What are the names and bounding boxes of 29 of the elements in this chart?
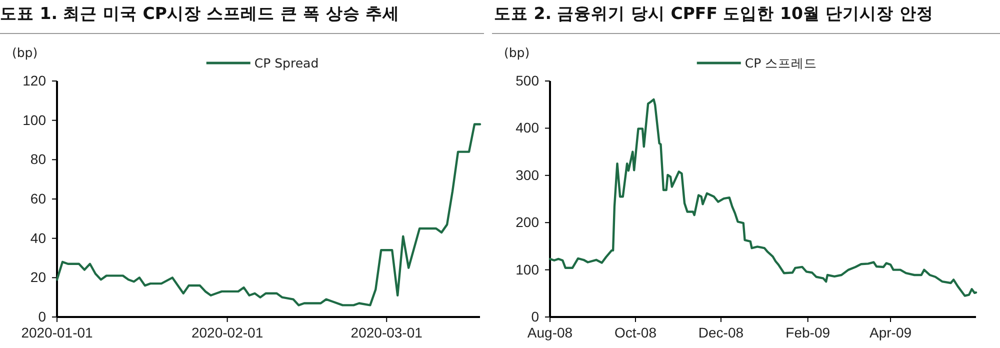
y-tick-label: 0 <box>531 308 540 324</box>
x-tick-label: Oct-08 <box>614 324 657 341</box>
legend-label: CP 스프레드 <box>744 56 818 70</box>
legend-label: CP Spread <box>254 56 319 70</box>
x-tick-label: 2020-01-01 <box>21 324 94 341</box>
y-axis-title: (bp) <box>12 45 38 60</box>
y-tick-label: 20 <box>30 269 46 286</box>
y-tick-label: 100 <box>516 261 540 278</box>
x-tick-label: 2020-03-01 <box>350 324 423 341</box>
chart-title: 도표 2. 금융위기 당시 CPFF 도입한 10월 단기시장 안정 <box>494 3 934 25</box>
y-tick-label: 120 <box>22 72 46 88</box>
chart-title: 도표 1. 최근 미국 CP시장 스프레드 큰 폭 상승 추세 <box>0 3 400 25</box>
y-tick-label: 40 <box>30 230 46 246</box>
y-axis-title: (bp) <box>504 45 530 60</box>
x-tick-label: 2020-02-01 <box>191 324 264 341</box>
line-series <box>56 123 482 306</box>
y-tick-label: 500 <box>516 72 540 88</box>
x-tick-label: Apr-09 <box>870 324 912 341</box>
y-tick-label: 0 <box>38 308 46 324</box>
x-tick-label: Aug-08 <box>527 324 573 341</box>
y-tick-label: 200 <box>516 214 540 230</box>
y-tick-label: 80 <box>30 151 46 168</box>
x-tick-label: Feb-09 <box>786 324 830 341</box>
x-tick-label: Dec-08 <box>698 324 744 341</box>
y-tick-label: 100 <box>22 112 46 128</box>
line-series <box>548 98 978 297</box>
y-tick-label: 300 <box>516 166 540 183</box>
y-tick-label: 60 <box>30 190 46 206</box>
y-tick-label: 400 <box>516 120 540 136</box>
